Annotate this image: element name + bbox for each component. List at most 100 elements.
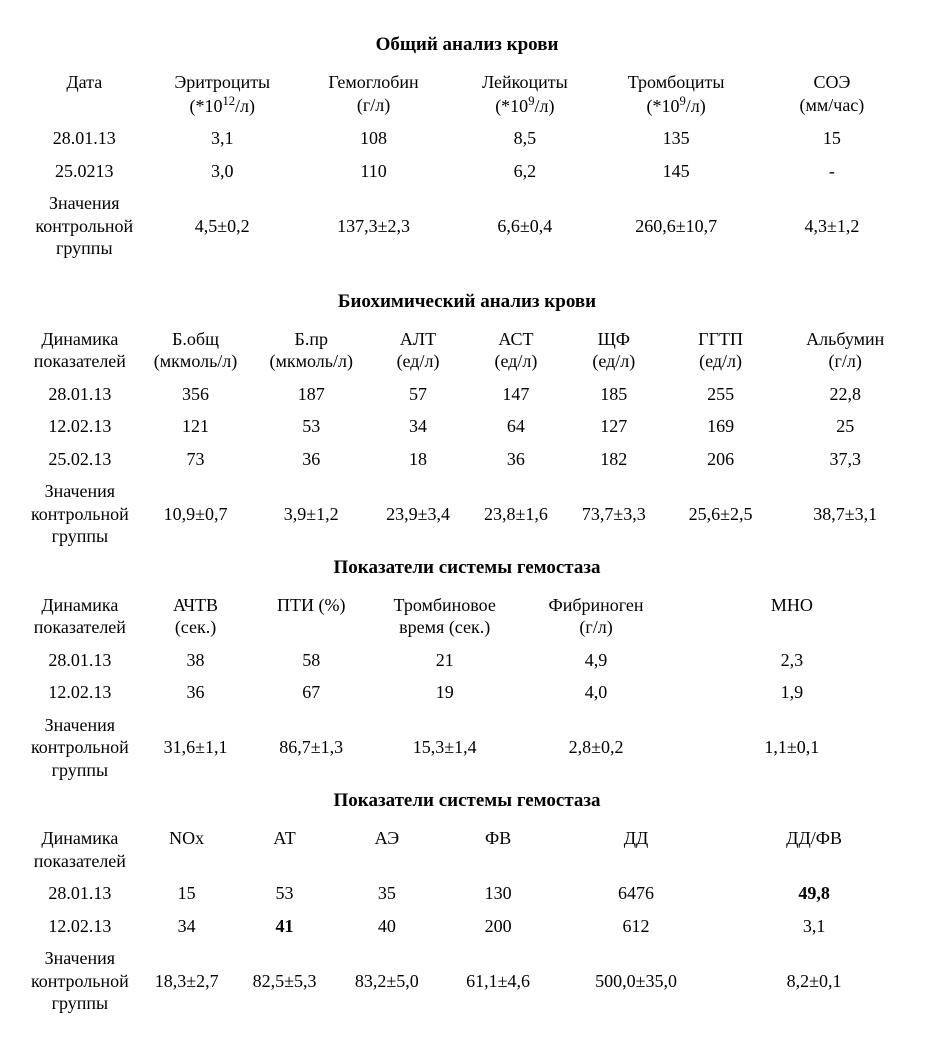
header-line1: ПТИ (%) (255, 594, 367, 617)
header-line1: ЩФ (567, 328, 661, 351)
table-cell: 49,8 (716, 877, 912, 910)
header-line1: ФВ (442, 827, 554, 850)
table-cell: 108 (298, 122, 449, 155)
column-header: АЭ (333, 822, 440, 877)
header-line1: МНО (674, 594, 910, 617)
table-cell: 6,2 (449, 155, 600, 188)
table-cell: 6476 (556, 877, 716, 910)
header-line1: Альбумин (780, 328, 910, 351)
table-header-row: ДинамикапоказателейАЧТВ(сек.)ПТИ (%)Тром… (22, 589, 912, 644)
header-line1: Тромбоциты (602, 71, 749, 94)
control-cell: 23,9±3,4 (369, 475, 467, 553)
column-header: Гемоглобин(г/л) (298, 66, 449, 122)
header-line2: (мкмоль/л) (255, 350, 367, 373)
table-cell: 12.02.13 (22, 410, 138, 443)
header-line1: Эритроциты (149, 71, 296, 94)
control-cell: 260,6±10,7 (600, 187, 751, 265)
header-line1: NOx (140, 827, 234, 850)
table-cell: 35 (333, 877, 440, 910)
table-cell: 3,1 (716, 910, 912, 943)
table-row: 28.01.133561875714718525522,8 (22, 378, 912, 411)
header-line2: (*109/л) (451, 94, 598, 118)
header-line2: (ед/л) (469, 350, 563, 373)
control-cell: 4,3±1,2 (752, 187, 912, 265)
control-cell: 1,1±0,1 (672, 709, 912, 787)
control-cell: 15,3±1,4 (369, 709, 520, 787)
table-cell: 200 (440, 910, 556, 943)
table-cell: 34 (138, 910, 236, 943)
control-cell: 83,2±5,0 (333, 942, 440, 1020)
header-line2: (г/л) (300, 94, 447, 117)
column-header: Лейкоциты(*109/л) (449, 66, 600, 122)
table-cell: 169 (663, 410, 779, 443)
table-cell: 4,0 (520, 676, 671, 709)
column-header: СОЭ(мм/час) (752, 66, 912, 122)
header-line1: Б.пр (255, 328, 367, 351)
header-line2: показателей (24, 850, 136, 873)
control-cell: 8,2±0,1 (716, 942, 912, 1020)
header-line1: АЛТ (371, 328, 465, 351)
table-cell: 36 (467, 443, 565, 476)
table-cell: 73 (138, 443, 254, 476)
hemostasis1-title: Показатели системы гемостаза (22, 557, 912, 579)
header-line1: Гемоглобин (300, 71, 447, 94)
column-header: Тромбиновоевремя (сек.) (369, 589, 520, 644)
header-line2: показателей (24, 616, 136, 639)
table-row: 25.02.137336183618220637,3 (22, 443, 912, 476)
control-cell: 61,1±4,6 (440, 942, 556, 1020)
header-line1: Фибриноген (522, 594, 669, 617)
table-cell: 40 (333, 910, 440, 943)
header-line1: Динамика (24, 328, 136, 351)
hemostasis2-table: ДинамикапоказателейNOxАТАЭФВДДДД/ФВ28.01… (22, 822, 912, 1020)
table-cell: 18 (369, 443, 467, 476)
hemostasis2-title: Показатели системы гемостаза (22, 790, 912, 812)
control-cell: 23,8±1,6 (467, 475, 565, 553)
column-header: Динамикапоказателей (22, 822, 138, 877)
table-cell: 612 (556, 910, 716, 943)
table-cell: 127 (565, 410, 663, 443)
control-cell: 500,0±35,0 (556, 942, 716, 1020)
table-cell: 12.02.13 (22, 676, 138, 709)
column-header: Альбумин(г/л) (778, 323, 912, 378)
column-header: Динамикапоказателей (22, 323, 138, 378)
control-label: Значенияконтрольнойгруппы (22, 942, 138, 1020)
table-cell: 187 (253, 378, 369, 411)
header-line2: (мм/час) (754, 94, 910, 117)
table-cell: 28.01.13 (22, 378, 138, 411)
table-cell: 2,3 (672, 644, 912, 677)
table-header-row: ДинамикапоказателейБ.общ(мкмоль/л)Б.пр(м… (22, 323, 912, 378)
table-cell: 147 (467, 378, 565, 411)
table-cell: - (752, 155, 912, 188)
header-line1: Тромбиновое (371, 594, 518, 617)
control-label: Значенияконтрольнойгруппы (22, 709, 138, 787)
table-cell: 28.01.13 (22, 877, 138, 910)
biochem-table: ДинамикапоказателейБ.общ(мкмоль/л)Б.пр(м… (22, 323, 912, 553)
table-cell: 3,1 (147, 122, 298, 155)
table-cell: 12.02.13 (22, 910, 138, 943)
control-row: Значенияконтрольнойгруппы10,9±0,73,9±1,2… (22, 475, 912, 553)
table-cell: 4,9 (520, 644, 671, 677)
column-header: ЩФ(ед/л) (565, 323, 663, 378)
table-cell: 36 (253, 443, 369, 476)
table-cell: 182 (565, 443, 663, 476)
table-cell: 206 (663, 443, 779, 476)
table-cell: 37,3 (778, 443, 912, 476)
control-cell: 73,7±3,3 (565, 475, 663, 553)
table-header-row: ДинамикапоказателейNOxАТАЭФВДДДД/ФВ (22, 822, 912, 877)
table-cell: 19 (369, 676, 520, 709)
header-line2: время (сек.) (371, 616, 518, 639)
column-header: NOx (138, 822, 236, 877)
header-line1: ДД (558, 827, 714, 850)
control-row: Значенияконтрольнойгруппы18,3±2,782,5±5,… (22, 942, 912, 1020)
column-header: Динамикапоказателей (22, 589, 138, 644)
table-cell: 25.02.13 (22, 443, 138, 476)
table-cell: 28.01.13 (22, 644, 138, 677)
header-line1: Динамика (24, 594, 136, 617)
table-cell: 15 (138, 877, 236, 910)
table-cell: 121 (138, 410, 254, 443)
table-row: 12.02.133441402006123,1 (22, 910, 912, 943)
table-cell: 36 (138, 676, 254, 709)
table-row: 12.02.1312153346412716925 (22, 410, 912, 443)
header-line1: ДД/ФВ (718, 827, 910, 850)
table-cell: 135 (600, 122, 751, 155)
